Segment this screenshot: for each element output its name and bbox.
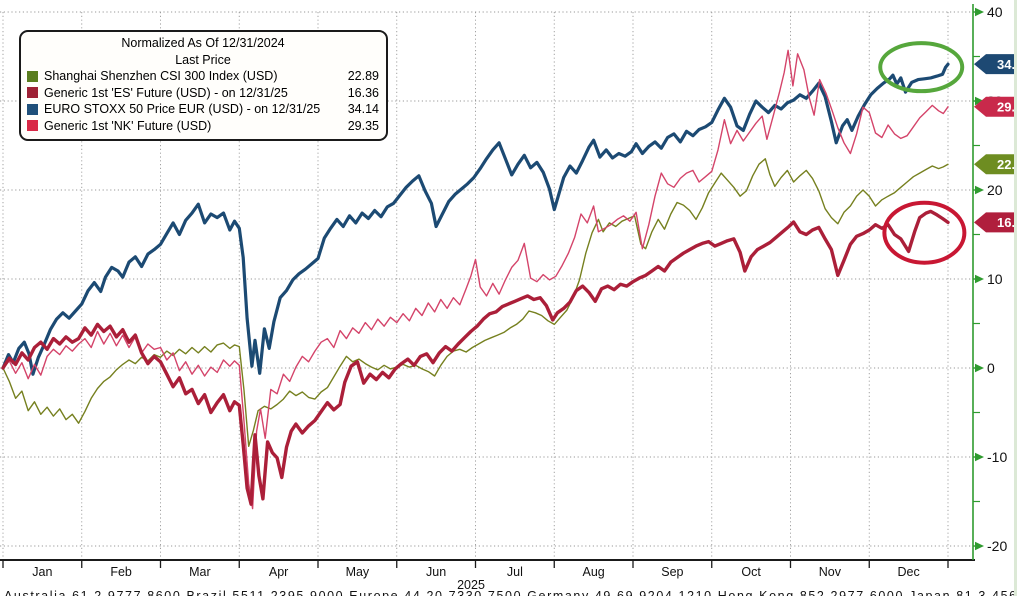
x-axis-label-jul: Jul bbox=[507, 565, 523, 579]
legend-value: 29.35 bbox=[347, 118, 379, 133]
annotation-ellipse-highlight-euro-stoxx bbox=[878, 41, 965, 94]
x-axis-label-may: May bbox=[346, 565, 370, 579]
x-axis-year-label: 2025 bbox=[457, 578, 485, 592]
last-price-badge bbox=[974, 212, 1017, 233]
legend-label: Generic 1st 'ES' Future (USD) - on 12/31… bbox=[44, 85, 288, 100]
legend-value: 22.89 bbox=[347, 69, 379, 83]
y-axis-label-20: 20 bbox=[987, 182, 1003, 198]
x-axis-label-nov: Nov bbox=[819, 565, 842, 579]
x-axis-label-mar: Mar bbox=[189, 565, 211, 579]
last-price-badge-text: 22.89 bbox=[997, 157, 1017, 172]
legend-swatch-euro-stoxx bbox=[27, 103, 38, 115]
legend-item-es-future: Generic 1st 'ES' Future (USD) - on 12/31… bbox=[27, 85, 379, 102]
series-line-2 bbox=[1, 62, 950, 376]
annotation-ellipse-highlight-es-future bbox=[882, 200, 967, 265]
x-axis-label-aug: Aug bbox=[583, 565, 605, 579]
x-axis-label-dec: Dec bbox=[898, 565, 920, 579]
footer-contact-text: Australia 61 2 9777 8600 Brazil 5511 239… bbox=[4, 589, 1017, 596]
series-group bbox=[1, 49, 950, 510]
y-axis-arrow-icon bbox=[975, 274, 984, 284]
y-axis-arrow-icon bbox=[975, 452, 984, 462]
y-axis-arrow-icon bbox=[975, 185, 984, 195]
legend-item-euro-stoxx: EURO STOXX 50 Price EUR (USD) - on 12/31… bbox=[27, 101, 379, 118]
y-axis-label--10: -10 bbox=[987, 449, 1007, 465]
legend-subtitle: Last Price bbox=[175, 52, 231, 67]
x-axis-label-feb: Feb bbox=[110, 565, 132, 579]
series-line-0 bbox=[2, 158, 949, 447]
legend-value: 34.14 bbox=[347, 102, 379, 116]
y-axis-arrow-icon bbox=[975, 363, 984, 373]
x-axis-label-oct: Oct bbox=[741, 565, 761, 579]
legend-label: EURO STOXX 50 Price EUR (USD) - on 12/31… bbox=[44, 102, 321, 116]
legend-swatch-csi-300 bbox=[27, 70, 38, 82]
legend-item-csi-300: Shanghai Shenzhen CSI 300 Index (USD) 22… bbox=[27, 68, 379, 85]
chart-legend: Normalized As Of 12/31/2024 Last Price S… bbox=[19, 30, 388, 141]
last-price-badge bbox=[974, 54, 1017, 75]
y-axis-label--20: -20 bbox=[987, 538, 1007, 554]
last-price-badge-text: 29.35 bbox=[997, 99, 1017, 114]
legend-item-nk-future: Generic 1st 'NK' Future (USD) 29.35 bbox=[27, 118, 379, 135]
y-axis-label-10: 10 bbox=[987, 271, 1003, 287]
x-axis-label-jun: Jun bbox=[426, 565, 446, 579]
x-axis-label-sep: Sep bbox=[661, 565, 683, 579]
legend-label: Generic 1st 'NK' Future (USD) bbox=[44, 118, 212, 133]
series-line-3 bbox=[2, 49, 949, 510]
legend-label: Shanghai Shenzhen CSI 300 Index (USD) bbox=[44, 69, 278, 83]
y-axis-label-40: 40 bbox=[987, 4, 1003, 20]
last-price-badge-text: 16.36 bbox=[997, 215, 1017, 230]
legend-value: 16.36 bbox=[347, 85, 379, 100]
y-axis-arrow-icon bbox=[975, 541, 984, 551]
x-axis-label-apr: Apr bbox=[269, 565, 288, 579]
y-axis-arrow-icon bbox=[975, 7, 984, 17]
last-price-badge bbox=[974, 96, 1017, 117]
legend-swatch-nk-future bbox=[27, 120, 38, 132]
y-axis-label-0: 0 bbox=[987, 360, 995, 376]
y-axis-arrow-icon bbox=[975, 96, 984, 106]
legend-swatch-es-future bbox=[27, 87, 38, 99]
series-line-1 bbox=[1, 209, 950, 506]
x-axis-label-jan: Jan bbox=[32, 565, 52, 579]
legend-title: Normalized As Of 12/31/2024 bbox=[121, 36, 285, 50]
last-price-badge bbox=[974, 154, 1017, 175]
last-price-badge-text: 34.14 bbox=[997, 57, 1017, 72]
screen-edge-artifact bbox=[1014, 0, 1017, 596]
